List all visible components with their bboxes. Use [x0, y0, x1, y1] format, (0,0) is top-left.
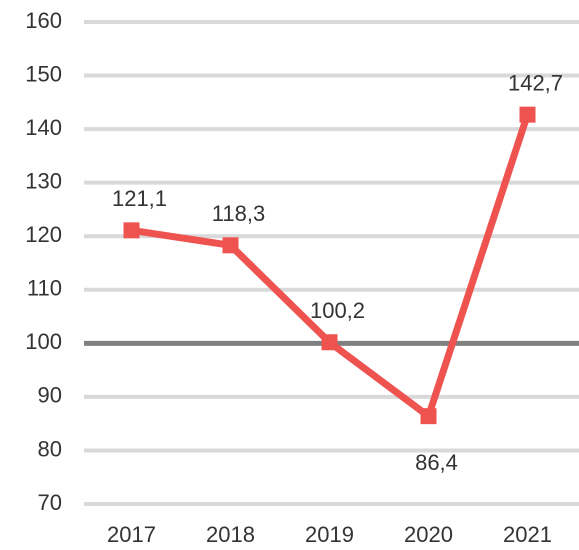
x-tick-label: 2020 [404, 522, 453, 547]
point-marker [519, 106, 536, 123]
x-tick-label: 2018 [206, 522, 255, 547]
y-tick-label: 70 [38, 490, 62, 515]
y-tick-label: 80 [38, 436, 62, 461]
y-tick-label: 120 [25, 222, 62, 247]
point-marker [222, 237, 239, 254]
data-label: 86,4 [415, 450, 458, 475]
x-tick-label: 2019 [305, 522, 354, 547]
series-line [130, 113, 531, 420]
data-label: 142,7 [508, 70, 563, 95]
x-tick-label: 2021 [503, 522, 552, 547]
y-tick-label: 90 [38, 383, 62, 408]
y-tick-label: 160 [25, 8, 62, 33]
data-label: 118,3 [212, 201, 265, 226]
y-tick-label: 140 [25, 115, 62, 140]
point-marker [420, 408, 437, 425]
y-tick-label: 100 [25, 329, 62, 354]
data-label: 121,1 [112, 186, 167, 211]
y-tick-label: 130 [25, 168, 62, 193]
y-tick-label: 150 [25, 61, 62, 86]
data-label: 100,2 [310, 298, 365, 323]
x-tick-label: 2017 [107, 522, 156, 547]
y-tick-label: 110 [27, 276, 62, 301]
point-marker [123, 222, 140, 239]
point-marker [321, 334, 338, 351]
